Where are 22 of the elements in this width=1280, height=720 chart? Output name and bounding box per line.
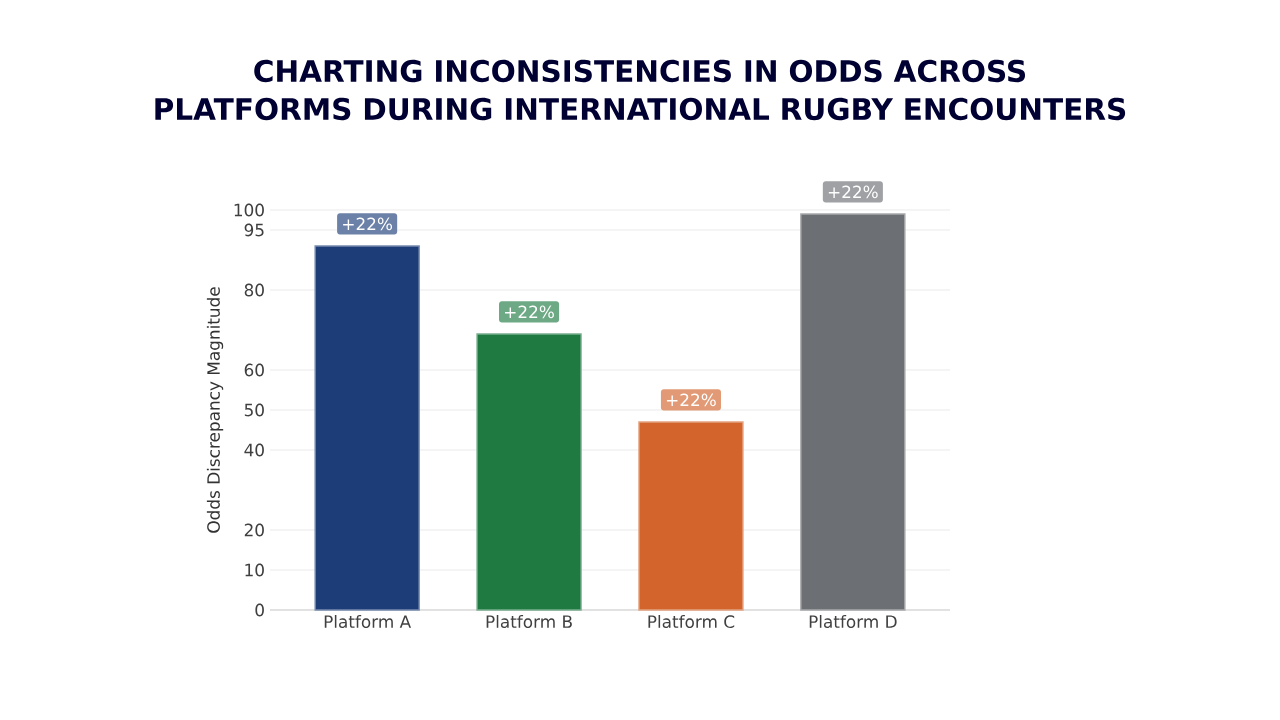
chart-title: CHARTING INCONSISTENCIES IN ODDS ACROSS PLATFORMS DURING INTERNATIONAL RUGBY ENCOUNTERS <box>155 59 1126 121</box>
y-tick-label: 50 <box>244 403 264 417</box>
annotation: +22% <box>505 305 554 319</box>
x-tick-label: Platform A <box>324 614 412 629</box>
annotation: +22% <box>828 185 878 199</box>
y-tick-label: 95 <box>244 223 264 237</box>
annotation: +22% <box>666 393 716 407</box>
annotation: +22% <box>343 217 393 231</box>
y-tick-label: 10 <box>245 563 264 577</box>
y-tick-label: 80 <box>244 283 264 297</box>
y-tick-label: 100 <box>234 203 264 217</box>
x-tick-label: Platform B <box>486 614 572 629</box>
bar <box>638 421 744 611</box>
y-tick-label: 40 <box>244 443 264 457</box>
x-tick-label: Platform C <box>648 614 735 629</box>
y-tick-label: 20 <box>244 523 264 537</box>
bar <box>476 333 582 611</box>
y-axis-title: Odds Discrepancy Magnitude <box>206 287 224 533</box>
x-tick-label: Platform D <box>809 614 897 629</box>
y-tick-label: 60 <box>244 363 264 377</box>
bar <box>314 245 420 611</box>
y-tick-label: 0 <box>255 603 264 617</box>
